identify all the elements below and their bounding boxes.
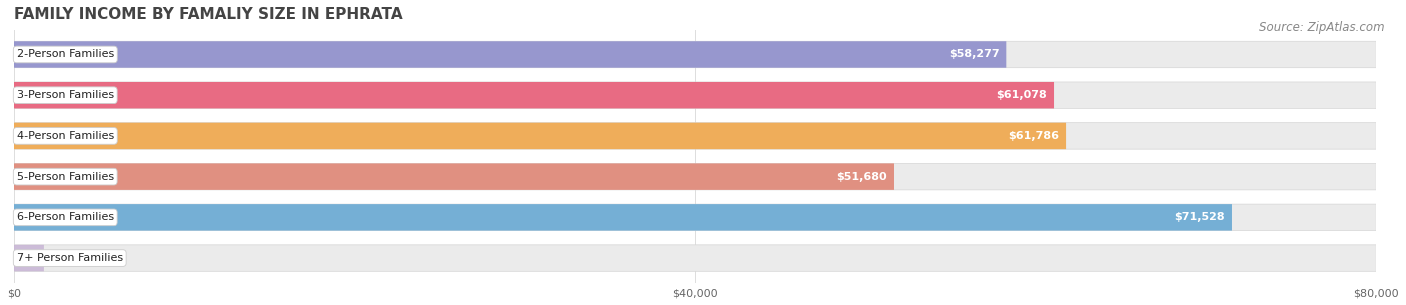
Text: $71,528: $71,528 [1174, 212, 1225, 222]
Text: $0: $0 [58, 253, 73, 263]
Text: $51,680: $51,680 [837, 172, 887, 182]
Text: $58,277: $58,277 [949, 49, 1000, 59]
FancyBboxPatch shape [14, 82, 1376, 109]
Text: 7+ Person Families: 7+ Person Families [17, 253, 122, 263]
FancyBboxPatch shape [14, 41, 1007, 68]
FancyBboxPatch shape [14, 41, 1376, 68]
Text: FAMILY INCOME BY FAMALIY SIZE IN EPHRATA: FAMILY INCOME BY FAMALIY SIZE IN EPHRATA [14, 7, 402, 22]
Text: 5-Person Families: 5-Person Families [17, 172, 114, 182]
FancyBboxPatch shape [14, 123, 1376, 149]
FancyBboxPatch shape [14, 245, 44, 271]
Text: 6-Person Families: 6-Person Families [17, 212, 114, 222]
FancyBboxPatch shape [14, 204, 1232, 231]
FancyBboxPatch shape [14, 163, 894, 190]
FancyBboxPatch shape [14, 204, 1376, 231]
FancyBboxPatch shape [14, 245, 1376, 271]
Text: 2-Person Families: 2-Person Families [17, 49, 114, 59]
FancyBboxPatch shape [14, 82, 1054, 109]
Text: Source: ZipAtlas.com: Source: ZipAtlas.com [1260, 21, 1385, 34]
Text: 4-Person Families: 4-Person Families [17, 131, 114, 141]
Text: $61,078: $61,078 [997, 90, 1047, 100]
FancyBboxPatch shape [14, 163, 1376, 190]
Text: 3-Person Families: 3-Person Families [17, 90, 114, 100]
Text: $61,786: $61,786 [1008, 131, 1059, 141]
FancyBboxPatch shape [14, 123, 1066, 149]
